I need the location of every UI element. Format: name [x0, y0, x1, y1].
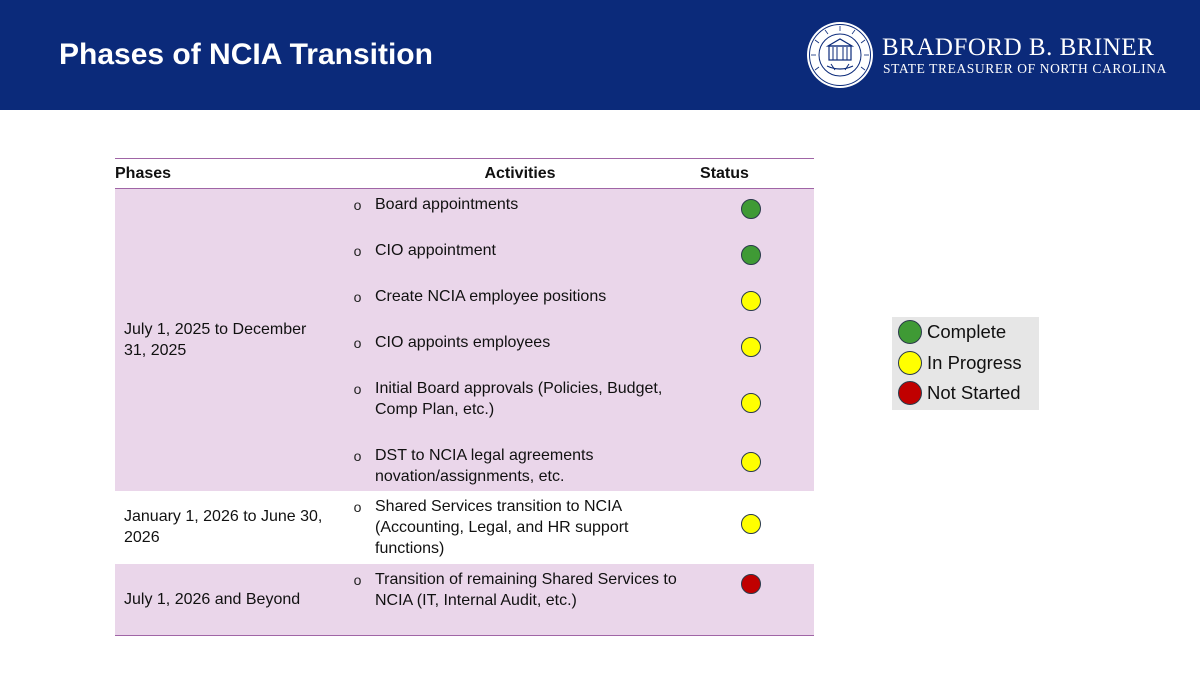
legend-item-complete: Complete [898, 319, 1006, 345]
brand-subtitle: STATE TREASURER OF NORTH CAROLINA [883, 61, 1167, 76]
legend-in-progress-icon [898, 351, 922, 375]
legend-label: In Progress [927, 352, 1022, 373]
legend-label: Not Started [927, 382, 1021, 403]
header-banner: Phases of NCIA Transition BRADFORD B. BR… [0, 0, 1200, 110]
bullet-icon: o [340, 563, 375, 636]
table-header-row: Phases Activities Status [115, 158, 815, 189]
status-in-progress-icon [741, 393, 762, 413]
bullet-icon: o [340, 326, 375, 373]
header-activities: Activities [340, 158, 701, 189]
status-in-progress-icon [741, 514, 762, 534]
table-row: o CIO appoints employees [115, 326, 815, 373]
activity-text: CIO appoints employees [375, 326, 701, 373]
bullet-icon: o [340, 188, 375, 235]
legend-item-not-started: Not Started [898, 380, 1021, 406]
header-phases: Phases [115, 158, 340, 189]
activity-text: CIO appointment [375, 234, 701, 281]
status-in-progress-icon [741, 290, 762, 311]
phases-table: Phases Activities Status July 1, 2025 to… [115, 158, 815, 636]
table-row: o CIO appointment [115, 234, 815, 281]
status-not-started-icon [741, 573, 762, 594]
bullet-icon: o [340, 372, 375, 440]
table-row: July 1, 2025 to December 31, 2025 o Boar… [115, 188, 815, 491]
legend-complete-icon [898, 320, 922, 344]
header-status: Status [700, 158, 815, 189]
table-row: o Create NCIA employee positions [115, 280, 815, 327]
table-row: July 1, 2026 and Beyond o Transition of … [115, 563, 815, 636]
activity-text: DST to NCIA legal agreements novation/as… [375, 439, 701, 491]
activity-text: Board appointments [375, 188, 701, 235]
activity-text: Transition of remaining Shared Services … [375, 563, 701, 636]
phase-label: January 1, 2026 to June 30, 2026 [115, 490, 340, 564]
legend-item-in-progress: In Progress [898, 350, 1022, 376]
activity-text: Shared Services transition to NCIA (Acco… [375, 490, 701, 564]
status-complete-icon [741, 198, 762, 219]
phase-label: July 1, 2025 to December 31, 2025 [115, 188, 340, 491]
status-complete-icon [741, 244, 762, 265]
status-legend: Complete In Progress Not Started [892, 317, 1039, 410]
status-in-progress-icon [741, 336, 762, 357]
bullet-icon: o [340, 280, 375, 327]
bullet-icon: o [340, 234, 375, 281]
activity-text: Create NCIA employee positions [375, 280, 701, 327]
brand-name: BRADFORD B. BRINER [882, 34, 1155, 61]
activity-text: Initial Board approvals (Policies, Budge… [375, 372, 701, 440]
legend-label: Complete [927, 321, 1007, 342]
phase-label: July 1, 2026 and Beyond [115, 563, 340, 636]
bullet-icon: o [340, 439, 375, 491]
table-row: o DST to NCIA legal agreements novation/… [115, 439, 815, 491]
page-title: Phases of NCIA Transition [59, 38, 433, 71]
table-row: o Initial Board approvals (Policies, Bud… [115, 372, 815, 440]
bullet-icon: o [340, 490, 375, 564]
table-row: January 1, 2026 to June 30, 2026 o Share… [115, 490, 815, 564]
legend-not-started-icon [898, 381, 922, 405]
treasury-seal-icon [807, 22, 873, 88]
status-in-progress-icon [741, 452, 762, 472]
